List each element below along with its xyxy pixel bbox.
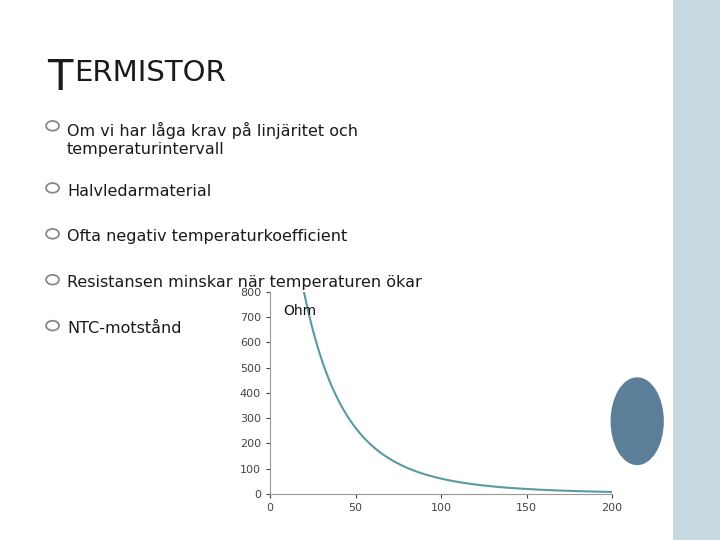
Text: NTC-motstånd: NTC-motstånd xyxy=(67,321,181,336)
FancyBboxPatch shape xyxy=(673,0,720,540)
Text: Om vi har låga krav på linjäritet och
temperaturintervall: Om vi har låga krav på linjäritet och te… xyxy=(67,122,358,157)
Text: Ofta negativ temperaturkoefficient: Ofta negativ temperaturkoefficient xyxy=(67,230,347,245)
Text: T: T xyxy=(47,57,72,99)
Text: Resistansen minskar när temperaturen ökar: Resistansen minskar när temperaturen öka… xyxy=(67,275,422,291)
Text: ERMISTOR: ERMISTOR xyxy=(74,59,226,87)
Text: Halvledarmaterial: Halvledarmaterial xyxy=(67,184,211,199)
Text: Ohm: Ohm xyxy=(284,304,317,318)
